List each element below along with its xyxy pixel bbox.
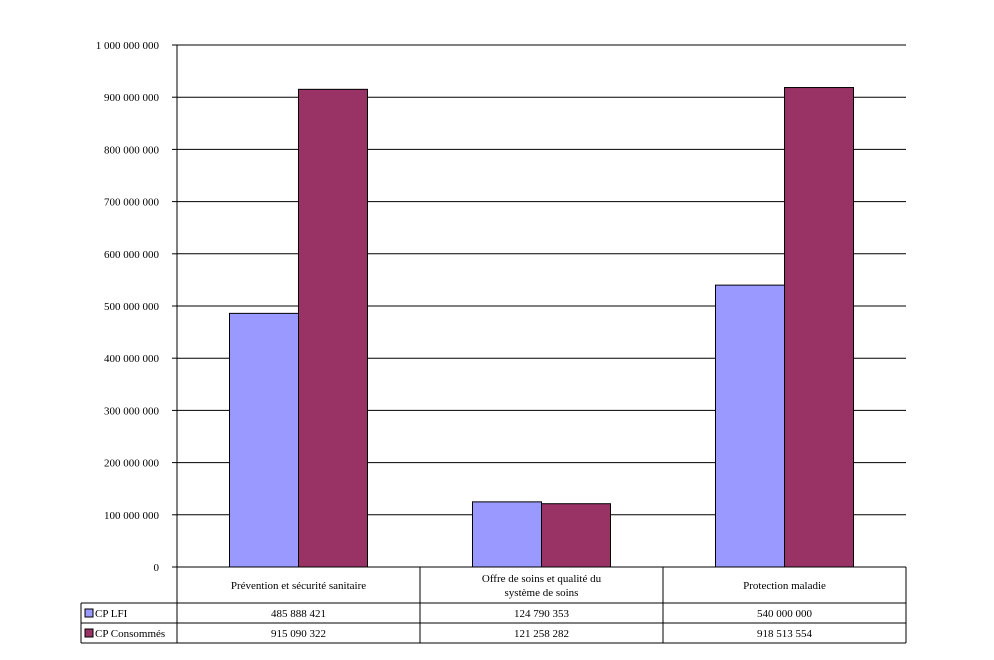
legend-label: CP LFI <box>95 608 128 620</box>
bar <box>715 284 785 568</box>
legend-label: CP Consommés <box>95 628 165 640</box>
y-tick-label: 200 000 000 <box>104 458 160 470</box>
y-tick-label: 300 000 000 <box>104 405 160 417</box>
bar <box>229 312 299 568</box>
data-label: 918 513 554 <box>757 628 813 640</box>
y-tick-label: 500 000 000 <box>104 301 160 313</box>
bar <box>298 88 368 568</box>
bars <box>229 87 854 568</box>
data-label: 485 888 421 <box>271 608 326 620</box>
bar <box>541 503 611 568</box>
category-label: Offre de soins et qualité du <box>482 573 602 585</box>
y-axis-ticks: 0 100 000 000 200 000 000 300 000 000 400 00… <box>96 40 178 574</box>
y-tick-label: 1 000 000 000 <box>96 40 160 52</box>
y-tick-label: 0 <box>154 562 160 574</box>
y-tick-label: 800 000 000 <box>104 144 160 156</box>
category-label: Prévention et sécurité sanitaire <box>231 580 366 592</box>
y-tick-label: 900 000 000 <box>104 92 160 104</box>
data-label: 915 090 322 <box>271 628 326 640</box>
data-label: 121 258 282 <box>514 628 569 640</box>
data-label: 540 000 000 <box>757 608 813 620</box>
y-tick-label: 400 000 000 <box>104 353 160 365</box>
y-tick-label: 100 000 000 <box>104 510 160 522</box>
legend-swatch <box>84 608 94 618</box>
data-table: Prévention et sécurité sanitaire Offre de… <box>80 566 907 644</box>
y-tick-label: 600 000 000 <box>104 249 160 261</box>
data-label: 124 790 353 <box>514 608 570 620</box>
y-tick-label: 700 000 000 <box>104 197 160 209</box>
legend-swatch <box>84 628 94 638</box>
category-label: Protection maladie <box>743 580 826 592</box>
bar <box>784 87 854 568</box>
category-label: système de soins <box>505 587 579 599</box>
bar <box>472 501 542 568</box>
